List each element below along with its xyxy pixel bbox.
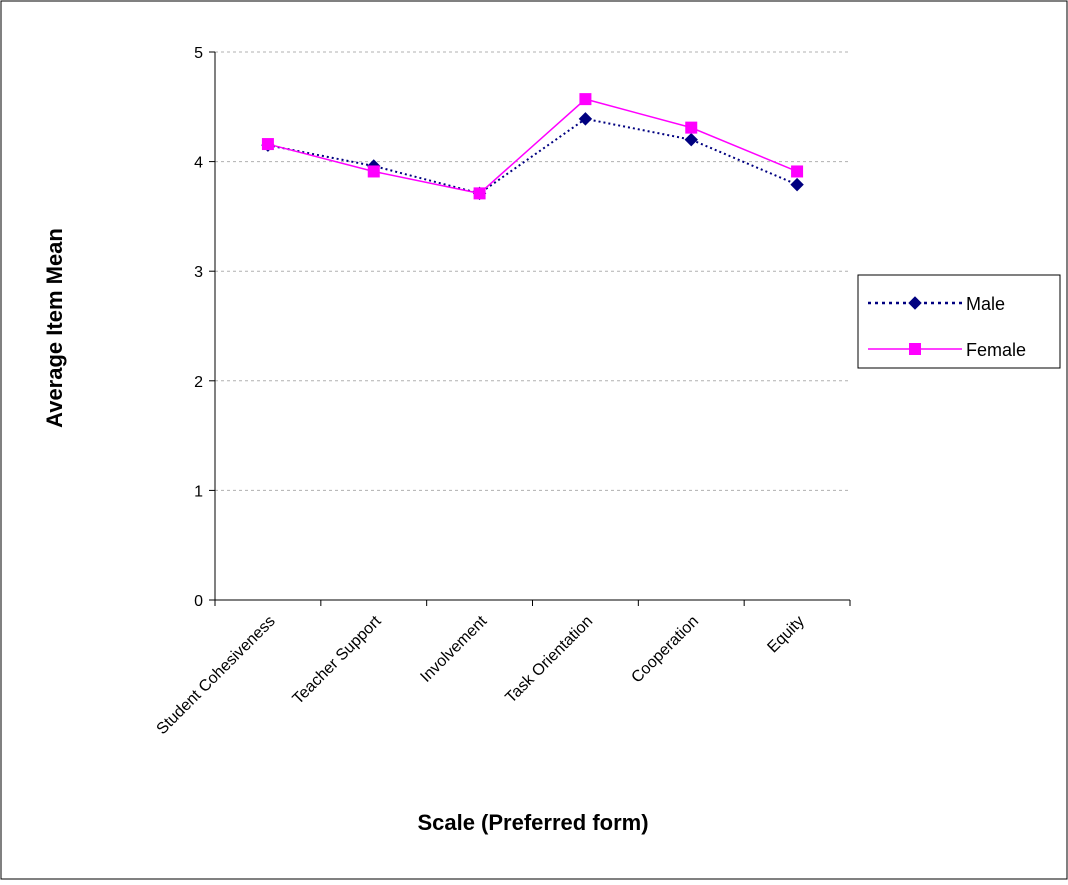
legend-male-marker bbox=[908, 296, 922, 310]
y-tick-label: 4 bbox=[194, 155, 203, 172]
male-point bbox=[578, 112, 593, 126]
female-series bbox=[261, 93, 804, 200]
female-point bbox=[261, 138, 274, 151]
y-tick-label: 0 bbox=[194, 593, 203, 610]
y-axis-title: Average Item Mean bbox=[42, 228, 67, 428]
female-point bbox=[685, 121, 698, 134]
legend-female-marker bbox=[909, 343, 921, 355]
female-point bbox=[791, 165, 804, 178]
legend-male-label: Male bbox=[966, 294, 1005, 314]
male-point bbox=[790, 177, 804, 192]
legend-female-label: Female bbox=[966, 340, 1026, 360]
male-point bbox=[684, 132, 698, 147]
y-tick-label: 5 bbox=[194, 45, 203, 62]
male-line bbox=[267, 117, 798, 195]
x-axis-title: Scale (Preferred form) bbox=[417, 810, 648, 835]
female-point bbox=[579, 93, 592, 106]
series-layer bbox=[261, 93, 804, 201]
female-line bbox=[267, 98, 798, 195]
female-point bbox=[473, 187, 486, 200]
y-tick-label: 2 bbox=[194, 374, 203, 391]
legend-box bbox=[857, 274, 1061, 369]
y-tick-label: 1 bbox=[194, 483, 203, 500]
y-tick-label: 3 bbox=[194, 264, 203, 281]
female-point bbox=[367, 165, 380, 178]
legend: Male Female bbox=[857, 274, 1061, 369]
